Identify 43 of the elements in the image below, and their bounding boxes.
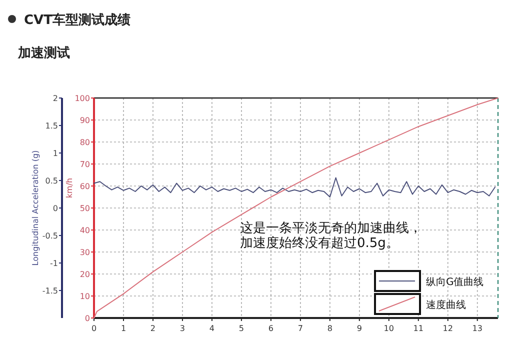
- annotation: 这是一条平淡无奇的加速曲线，: [240, 221, 422, 236]
- chart-title: CVT车型测试成绩: [24, 12, 130, 28]
- y2-tick-label: 70: [80, 160, 90, 169]
- x-tick-label: 10: [384, 324, 394, 333]
- annotation: 加速度始终没有超过0.5g。: [240, 235, 399, 251]
- line-series: [94, 98, 498, 318]
- x-tick-label: 6: [268, 324, 274, 333]
- y-tick-label: 0: [52, 204, 58, 213]
- y-tick-label: 2: [52, 94, 58, 103]
- y-tick-label: -1: [50, 259, 58, 268]
- chart-subtitle: 加速测试: [17, 45, 70, 61]
- x-tick-label: 1: [120, 324, 126, 333]
- y2-tick-label: 10: [80, 292, 90, 301]
- x-tick-label: 12: [442, 324, 453, 333]
- y2-tick-label: 50: [80, 204, 90, 213]
- legend-label: 纵向G值曲线: [426, 276, 484, 288]
- x-tick-label: 9: [356, 324, 362, 333]
- y2-axis-title: km/h: [65, 178, 74, 198]
- x-tick-label: 5: [238, 324, 244, 333]
- y2-tick-label: 100: [74, 94, 90, 103]
- y2-tick-label: 90: [80, 116, 90, 125]
- x-tick-label: 0: [91, 324, 97, 333]
- line-series: [94, 177, 496, 198]
- y2-tick-label: 80: [80, 138, 90, 147]
- y-tick-label: -0.5: [42, 232, 58, 240]
- y-tick-label: -1.5: [42, 286, 58, 296]
- legend-label: 速度曲线: [426, 299, 466, 311]
- y-axis-title: Longitudinal Acceleration (g): [31, 150, 40, 266]
- x-tick-label: 7: [298, 324, 303, 333]
- x-tick-label: 13: [472, 324, 482, 333]
- y2-tick-label: 40: [80, 226, 90, 235]
- x-tick-label: 4: [209, 324, 215, 333]
- x-tick-label: 8: [327, 324, 332, 333]
- y2-tick-label: 0: [84, 314, 90, 323]
- x-tick-label: 11: [413, 324, 424, 333]
- y2-tick-label: 60: [80, 182, 90, 191]
- y2-tick-label: 30: [80, 248, 90, 257]
- y2-tick-label: 20: [80, 270, 90, 279]
- x-tick-label: 2: [150, 324, 156, 333]
- y-tick-label: 0.5: [45, 176, 58, 186]
- x-tick-label: 3: [180, 324, 186, 333]
- y-tick-label: 1: [52, 149, 58, 158]
- y-tick-label: 1.5: [45, 122, 58, 130]
